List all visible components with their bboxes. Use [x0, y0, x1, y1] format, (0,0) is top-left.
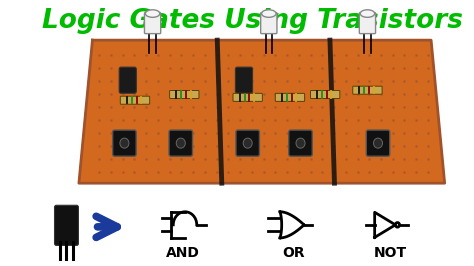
Circle shape	[243, 138, 252, 148]
Text: Mistakes Makes Me Perfect: Mistakes Makes Me Perfect	[18, 72, 27, 194]
Text: NOT: NOT	[374, 246, 407, 260]
FancyBboxPatch shape	[113, 130, 136, 156]
Text: AND: AND	[166, 246, 200, 260]
Circle shape	[120, 138, 129, 148]
FancyBboxPatch shape	[310, 90, 340, 98]
FancyBboxPatch shape	[55, 205, 78, 246]
Text: Logic Gates Using Trasistors: Logic Gates Using Trasistors	[42, 7, 463, 34]
FancyBboxPatch shape	[353, 86, 382, 94]
Ellipse shape	[146, 10, 160, 17]
FancyBboxPatch shape	[275, 93, 305, 101]
FancyBboxPatch shape	[233, 93, 263, 101]
FancyBboxPatch shape	[366, 130, 390, 156]
FancyBboxPatch shape	[289, 130, 312, 156]
FancyBboxPatch shape	[119, 67, 137, 93]
FancyBboxPatch shape	[169, 130, 192, 156]
FancyBboxPatch shape	[120, 96, 150, 104]
Circle shape	[374, 138, 383, 148]
Circle shape	[395, 223, 400, 227]
FancyBboxPatch shape	[236, 130, 259, 156]
Polygon shape	[79, 40, 445, 183]
FancyBboxPatch shape	[359, 13, 375, 34]
FancyBboxPatch shape	[145, 13, 161, 34]
Polygon shape	[56, 207, 77, 243]
FancyBboxPatch shape	[170, 90, 199, 98]
FancyBboxPatch shape	[236, 67, 253, 93]
Text: OR: OR	[282, 246, 305, 260]
FancyBboxPatch shape	[261, 13, 277, 34]
Circle shape	[176, 138, 185, 148]
Circle shape	[296, 138, 305, 148]
Ellipse shape	[262, 10, 276, 17]
Ellipse shape	[360, 10, 374, 17]
